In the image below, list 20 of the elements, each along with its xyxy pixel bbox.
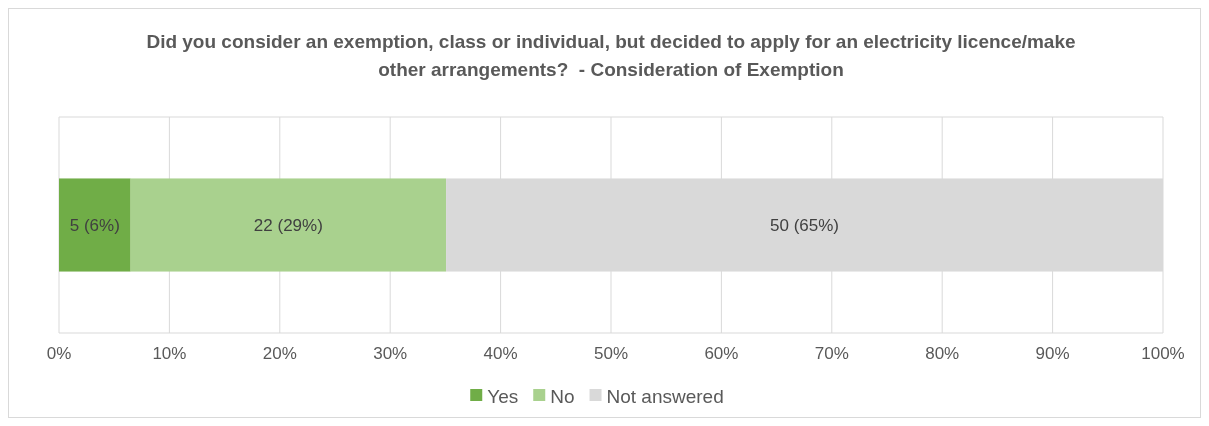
x-tick-label: 30% bbox=[373, 344, 408, 363]
bar bbox=[130, 178, 447, 272]
legend-label: Not answered bbox=[606, 385, 724, 407]
x-tick-label: 90% bbox=[1035, 344, 1070, 363]
x-tick-label: 0% bbox=[46, 344, 72, 363]
data-label: 5 (6%) bbox=[69, 215, 120, 235]
bar bbox=[59, 178, 131, 272]
data-label: 22 (29%) bbox=[253, 215, 323, 235]
data-label: 50 (65%) bbox=[770, 215, 840, 235]
legend-label: No bbox=[550, 385, 575, 407]
x-tick-label: 100% bbox=[1141, 344, 1185, 363]
x-tick-label: 60% bbox=[704, 344, 739, 363]
x-tick-label: 20% bbox=[262, 344, 297, 363]
x-tick-label: 50% bbox=[593, 344, 629, 363]
x-tick-label: 10% bbox=[152, 344, 187, 363]
legend-label: Yes bbox=[487, 385, 519, 407]
x-tick-label: 40% bbox=[483, 344, 518, 363]
chart-title: Did you consider an exemption, class or individual, but decided to apply for an electricity licence/make other arrangements? - Consideration of Exemption bbox=[146, 31, 1076, 80]
x-tick-label: 80% bbox=[925, 344, 960, 363]
x-tick-label: 70% bbox=[814, 344, 849, 363]
